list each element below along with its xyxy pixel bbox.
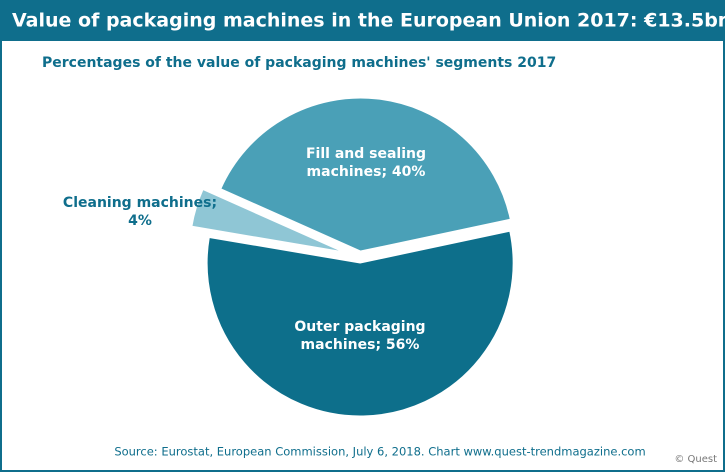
data-label: machines; 56% bbox=[301, 337, 420, 353]
pie-slice bbox=[220, 97, 511, 252]
chart-title: Value of packaging machines in the Europ… bbox=[12, 10, 725, 32]
pie-slice bbox=[191, 188, 343, 253]
pie-slice bbox=[206, 230, 514, 417]
data-label: Cleaning machines; bbox=[63, 195, 217, 211]
data-label: 4% bbox=[128, 213, 152, 229]
data-label: Fill and sealing bbox=[306, 146, 426, 162]
header-bar bbox=[0, 0, 725, 41]
chart-subtitle: Percentages of the value of packaging ma… bbox=[42, 55, 556, 71]
source: Source: Eurostat, European Commission, J… bbox=[114, 445, 645, 459]
data-label: Outer packaging bbox=[294, 319, 425, 335]
credit: © Quest bbox=[674, 454, 717, 465]
data-label: machines; 40% bbox=[307, 164, 426, 180]
